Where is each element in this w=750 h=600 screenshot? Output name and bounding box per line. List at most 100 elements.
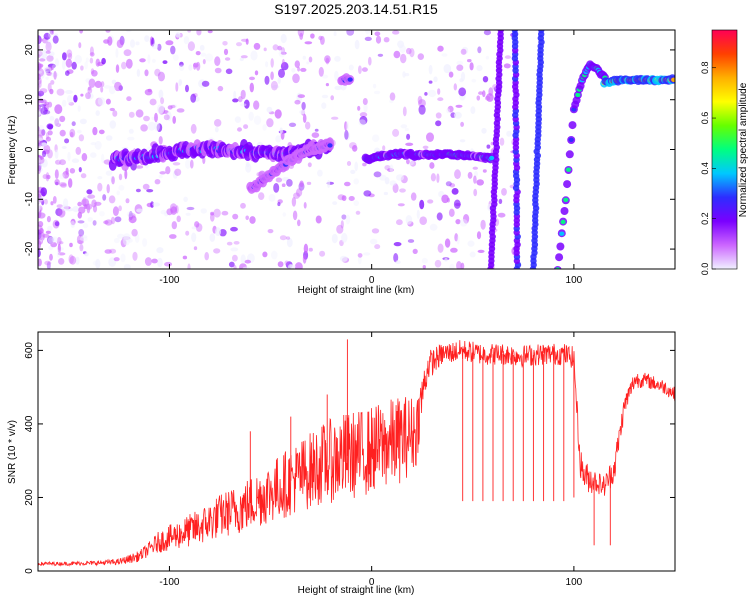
noise-blob [144, 69, 149, 77]
noise-blob [84, 252, 89, 257]
noise-blob [214, 67, 222, 74]
noise-blob [172, 115, 176, 124]
noise-blob [222, 41, 228, 46]
noise-blob [243, 99, 250, 109]
noise-blob [52, 35, 59, 44]
noise-blob [105, 98, 111, 105]
noise-blob [79, 118, 87, 125]
noise-blob [38, 35, 42, 45]
noise-blob [185, 212, 191, 216]
noise-blob [50, 80, 55, 85]
noise-blob [47, 82, 52, 92]
noise-blob [77, 201, 82, 207]
noise-blob [147, 54, 151, 64]
noise-blob [65, 70, 70, 76]
noise-blob [95, 58, 101, 67]
noise-blob [84, 61, 88, 70]
noise-blob [38, 203, 41, 213]
noise-blob [281, 183, 286, 187]
noise-blob [449, 183, 456, 188]
noise-blob [384, 177, 390, 185]
noise-blob [179, 61, 184, 67]
noise-blob [162, 60, 168, 64]
noise-blob [144, 35, 150, 42]
noise-blob [221, 210, 229, 216]
noise-blob [74, 54, 83, 64]
noise-blob [147, 121, 156, 131]
noise-blob [214, 119, 222, 127]
noise-blob [172, 54, 179, 61]
noise-blob [101, 153, 105, 164]
noise-blob [38, 105, 41, 110]
noise-blob [291, 68, 296, 73]
noise-blob [182, 255, 188, 260]
noise-blob [69, 255, 77, 265]
noise-blob [53, 70, 57, 80]
noise-blob [156, 247, 164, 254]
noise-blob [400, 53, 407, 64]
noise-blob [41, 71, 49, 75]
noise-blob [43, 144, 51, 153]
noise-blob [160, 97, 165, 105]
noise-blob [128, 111, 135, 118]
streak-segment [511, 30, 518, 34]
noise-blob [396, 219, 403, 226]
noise-blob [92, 204, 98, 213]
noise-blob [47, 124, 53, 130]
noise-blob [105, 30, 111, 33]
track-halo [556, 242, 565, 251]
noise-blob [61, 146, 67, 149]
noise-blob [56, 237, 62, 246]
noise-blob [362, 162, 367, 167]
noise-blob [344, 181, 351, 187]
noise-blob [97, 176, 103, 180]
noise-blob [281, 58, 285, 67]
track-core [565, 167, 572, 172]
noise-blob [296, 188, 303, 197]
noise-blob [288, 122, 297, 128]
noise-blob [461, 46, 469, 55]
noise-blob [61, 204, 69, 212]
noise-blob [45, 41, 52, 52]
noise-blob [426, 132, 434, 142]
noise-blob [345, 214, 351, 225]
noise-blob [94, 140, 102, 150]
noise-blob [115, 64, 120, 73]
noise-blob [362, 98, 368, 105]
noise-blob [118, 205, 122, 212]
noise-blob [38, 194, 43, 200]
noise-blob [178, 80, 182, 87]
noise-blob [57, 243, 61, 254]
noise-blob [262, 124, 267, 131]
noise-blob [344, 130, 349, 140]
noise-blob [424, 92, 428, 96]
noise-blob [389, 99, 394, 104]
noise-blob [300, 67, 307, 72]
noise-blob [399, 44, 406, 54]
noise-blob [459, 139, 466, 143]
noise-blob [176, 108, 185, 113]
noise-blob [303, 243, 309, 254]
noise-blob [292, 73, 300, 84]
noise-blob [105, 170, 113, 176]
noise-blob [321, 102, 327, 109]
colorbar-tick-label: 0.0 [700, 263, 710, 276]
noise-blob [456, 60, 464, 66]
noise-blob [476, 231, 482, 240]
noise-blob [453, 83, 457, 91]
noise-blob [250, 50, 258, 61]
noise-blob [71, 61, 77, 70]
noise-blob [130, 39, 135, 48]
noise-blob [46, 215, 51, 223]
noise-blob [78, 42, 82, 49]
noise-blob [58, 258, 65, 265]
noise-blob [307, 162, 312, 168]
noise-blob [469, 251, 476, 258]
noise-blob [305, 121, 311, 130]
noise-blob [382, 145, 386, 151]
noise-blob [84, 195, 92, 200]
noise-blob [455, 219, 461, 225]
noise-blob [364, 36, 372, 42]
noise-blob [38, 221, 44, 228]
noise-blob [38, 139, 42, 149]
